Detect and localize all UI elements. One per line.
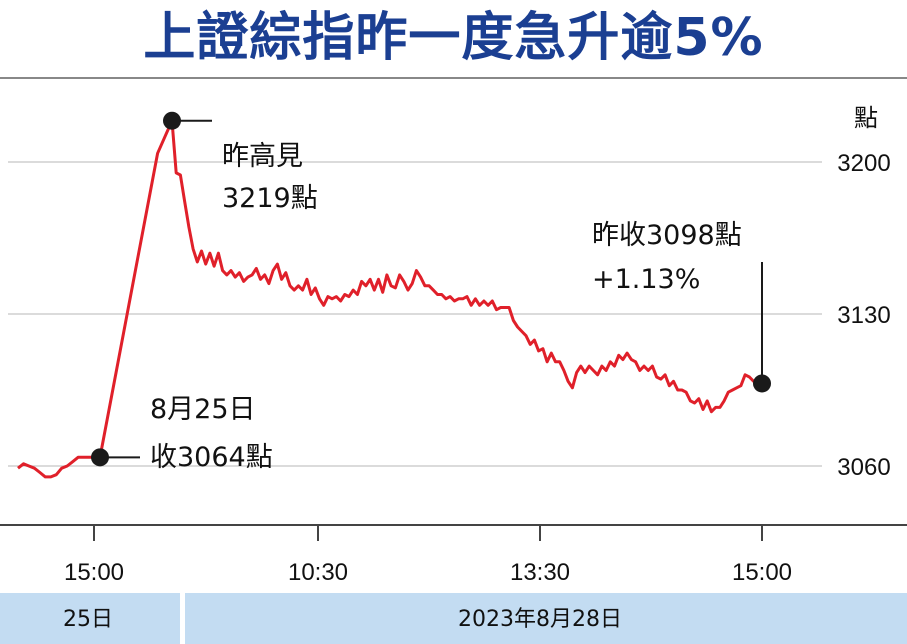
- annotation-text: 3219點: [222, 183, 318, 214]
- annotation-marker: [91, 448, 109, 467]
- date-band-divider: [180, 593, 185, 644]
- x-tick-label: 15:00: [732, 559, 792, 586]
- series-line: [17, 119, 762, 479]
- annotation-text: 昨高見: [222, 141, 303, 172]
- date-band-label-day28: 2023年8月28日: [458, 607, 622, 632]
- x-tick-label: 15:00: [64, 559, 124, 586]
- y-tick-label: 3200: [837, 150, 890, 177]
- y-axis-ticks: 3060 3130 3200: [837, 150, 890, 481]
- annotation-marker: [163, 111, 181, 130]
- date-band: [0, 593, 907, 644]
- annotation-marker: [753, 374, 771, 393]
- x-axis-ticks: 15:00 10:30 13:30 15:00: [64, 525, 792, 586]
- annotation-text: 8月25日: [150, 394, 256, 425]
- y-tick-label: 3060: [837, 454, 890, 481]
- chart-title: 上證綜指昨一度急升逾5%: [143, 8, 764, 68]
- annotation-text: 昨收3098點: [592, 220, 742, 251]
- y-axis-unit: 點: [854, 104, 878, 132]
- annotation-text: 收3064點: [150, 442, 273, 473]
- x-tick-label: 13:30: [510, 559, 570, 586]
- y-tick-label: 3130: [837, 302, 890, 329]
- date-band-label-day25: 25日: [63, 607, 113, 632]
- x-tick-label: 10:30: [288, 559, 348, 586]
- gridlines: [8, 161, 822, 467]
- annotation-text: +1.13%: [592, 264, 700, 295]
